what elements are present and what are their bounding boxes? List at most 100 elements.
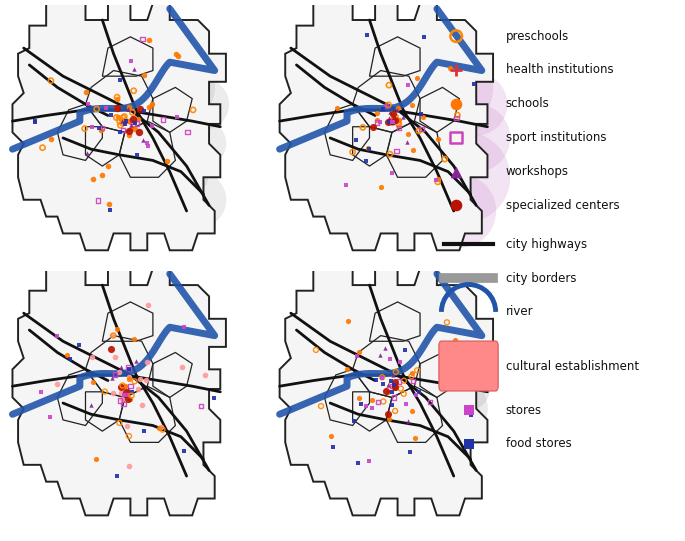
Point — [110, 103, 121, 112]
Point — [469, 80, 479, 88]
Point — [383, 388, 394, 397]
Point — [384, 150, 395, 159]
Point — [366, 395, 377, 404]
Point — [393, 377, 404, 386]
Point — [393, 103, 403, 112]
Point — [87, 123, 98, 132]
Point — [418, 113, 429, 121]
Point — [133, 114, 144, 123]
Point — [91, 449, 102, 458]
Point — [132, 384, 143, 393]
Point — [376, 183, 387, 192]
Point — [432, 134, 443, 143]
Point — [62, 350, 73, 359]
Point — [127, 388, 138, 397]
Point — [393, 156, 404, 165]
Circle shape — [406, 124, 457, 174]
Point — [112, 95, 123, 104]
Point — [377, 373, 388, 381]
Circle shape — [139, 367, 201, 428]
Point — [79, 124, 90, 133]
Circle shape — [111, 361, 184, 434]
Polygon shape — [12, 3, 226, 250]
Point — [144, 102, 155, 111]
Point — [390, 67, 401, 75]
Polygon shape — [279, 268, 493, 516]
Point — [127, 118, 138, 127]
Text: schools: schools — [506, 97, 549, 110]
Point — [108, 331, 119, 340]
Point — [310, 346, 321, 354]
Point — [115, 388, 126, 397]
Point — [325, 432, 336, 440]
Point — [141, 139, 152, 148]
Point — [124, 130, 135, 139]
Point — [353, 459, 364, 467]
Point — [388, 393, 399, 402]
Point — [406, 406, 417, 415]
Point — [371, 376, 382, 385]
Point — [117, 119, 128, 128]
Point — [393, 118, 403, 127]
Point — [114, 396, 125, 405]
Point — [394, 358, 405, 367]
Point — [195, 401, 206, 410]
Point — [415, 110, 426, 118]
Circle shape — [356, 349, 406, 400]
Point — [147, 138, 158, 147]
Point — [107, 331, 118, 339]
Point — [385, 107, 396, 116]
Point — [349, 417, 360, 426]
Point — [115, 382, 126, 391]
Point — [123, 363, 134, 372]
Circle shape — [102, 380, 181, 459]
Point — [138, 427, 149, 436]
Circle shape — [99, 333, 184, 417]
Circle shape — [350, 384, 412, 445]
Point — [80, 87, 91, 96]
Point — [112, 104, 123, 113]
Point — [362, 143, 373, 152]
Text: sport institutions: sport institutions — [506, 131, 606, 144]
Text: health institutions: health institutions — [506, 63, 613, 76]
Point — [113, 382, 124, 391]
Point — [120, 116, 131, 125]
Circle shape — [386, 82, 432, 127]
Point — [123, 395, 134, 404]
Point — [188, 105, 199, 114]
Text: specialized centers: specialized centers — [506, 199, 619, 212]
Point — [383, 101, 394, 109]
Point — [395, 384, 406, 393]
Point — [161, 157, 172, 166]
Point — [445, 64, 456, 73]
Point — [92, 196, 103, 204]
Point — [119, 381, 130, 390]
Point — [115, 363, 126, 372]
Point — [119, 116, 130, 124]
Point — [126, 121, 137, 129]
Circle shape — [97, 65, 153, 121]
Point — [463, 406, 474, 414]
Point — [451, 167, 462, 176]
Point — [316, 402, 327, 411]
Circle shape — [153, 143, 209, 200]
Point — [124, 461, 135, 470]
Circle shape — [364, 149, 420, 206]
FancyBboxPatch shape — [439, 341, 498, 391]
Point — [120, 120, 131, 128]
Point — [399, 395, 410, 404]
Circle shape — [443, 104, 510, 171]
Point — [119, 381, 130, 390]
Point — [386, 117, 397, 126]
Circle shape — [43, 79, 94, 129]
Point — [119, 117, 129, 126]
Point — [403, 81, 414, 89]
Point — [412, 366, 423, 375]
Polygon shape — [279, 3, 493, 250]
Point — [182, 128, 193, 136]
Point — [432, 177, 443, 186]
Text: river: river — [506, 305, 533, 318]
Point — [390, 113, 401, 121]
Circle shape — [375, 375, 420, 420]
Circle shape — [420, 133, 510, 222]
